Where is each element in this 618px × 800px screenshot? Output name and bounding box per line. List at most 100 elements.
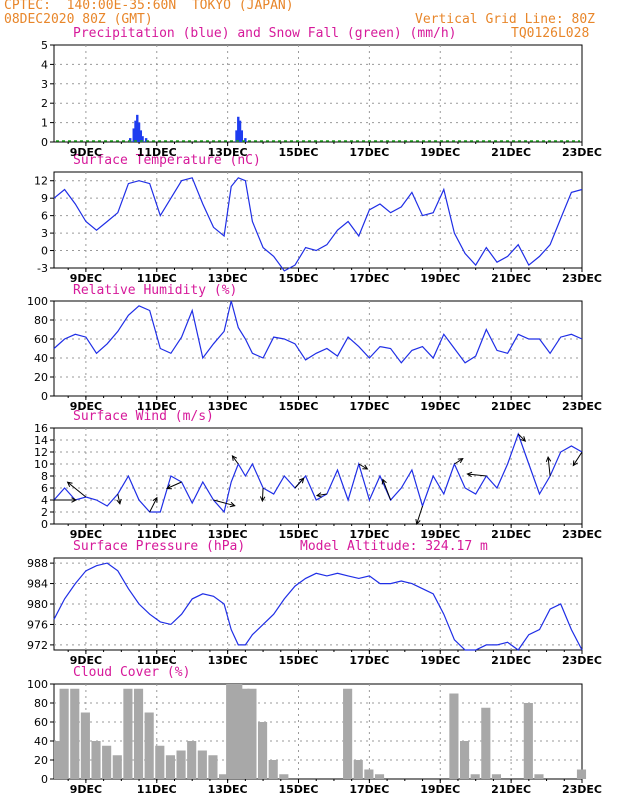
x-tick-label: 17DEC — [349, 783, 389, 796]
x-tick-label: 13DEC — [208, 146, 248, 159]
cloud-bar — [279, 774, 289, 779]
x-tick-label: 9DEC — [70, 272, 102, 285]
x-tick-label: 17DEC — [349, 528, 389, 541]
cloud-bar — [353, 760, 363, 779]
x-tick-label: 13DEC — [208, 528, 248, 541]
x-tick-label: 9DEC — [70, 400, 102, 413]
y-tick-label: 0 — [41, 136, 48, 149]
cloud-bar — [91, 741, 101, 779]
cloud-bar — [133, 688, 144, 779]
wind-arrow-head — [231, 454, 238, 461]
precip-bar — [237, 116, 240, 142]
cloud-bar — [54, 741, 64, 779]
wind-arrow — [213, 499, 235, 507]
x-tick-label: 21DEC — [491, 272, 531, 285]
cloud-bar — [247, 688, 257, 779]
x-tick-label: 19DEC — [420, 272, 460, 285]
x-tick-label: 23DEC — [562, 783, 602, 796]
wind-arrow-head — [229, 501, 236, 508]
x-tick-label: 13DEC — [208, 272, 248, 285]
x-tick-label: 17DEC — [349, 146, 389, 159]
y-tick-label: 2 — [41, 97, 48, 110]
cloud-bar — [80, 712, 90, 779]
x-tick-label: 23DEC — [562, 400, 602, 413]
y-tick-label: 12 — [34, 446, 48, 459]
pressure-title: Surface Pressure (hPa) — [73, 539, 246, 554]
panel-frame — [53, 300, 583, 397]
cloud-bar — [208, 755, 218, 779]
x-tick-label: 15DEC — [278, 654, 318, 667]
precip-bar — [238, 120, 242, 142]
series-line — [53, 300, 583, 364]
precip-bar — [235, 130, 238, 142]
x-tick-label: 21DEC — [491, 654, 531, 667]
cloud-bar — [374, 774, 385, 779]
y-tick-label: 100 — [27, 678, 48, 691]
x-tick-label: 15DEC — [278, 400, 318, 413]
wind-arrow — [416, 505, 424, 525]
y-tick-label: 6 — [41, 482, 48, 495]
x-tick-label: 9DEC — [70, 654, 102, 667]
x-tick-label: 9DEC — [70, 528, 102, 541]
wind-arrow-head — [298, 477, 305, 484]
y-tick-label: 976 — [27, 618, 48, 631]
temperature-title: Surface Temperature (nC) — [73, 153, 261, 168]
precip-bar — [139, 130, 143, 142]
cloud-cover-title: Cloud Cover (%) — [73, 665, 191, 680]
x-tick-label: 11DEC — [137, 654, 177, 667]
wind-title: Surface Wind (m/s) — [73, 409, 214, 424]
cloud-bar — [481, 707, 491, 779]
y-tick-label: 16 — [34, 422, 48, 435]
wind-arrow — [547, 457, 551, 477]
series-line — [53, 177, 583, 272]
cloud-bar — [268, 760, 278, 779]
wind-arrow — [572, 451, 583, 466]
wind-arrow — [166, 481, 182, 489]
y-tick-label: 80 — [34, 314, 48, 327]
y-tick-label: -3 — [37, 262, 48, 275]
x-tick-label: 17DEC — [349, 654, 389, 667]
y-tick-label: 3 — [41, 227, 48, 240]
y-tick-label: 10 — [34, 458, 48, 471]
x-tick-label: 19DEC — [420, 400, 460, 413]
x-tick-label: 13DEC — [208, 783, 248, 796]
wind-arrow-head — [362, 464, 369, 470]
cloud-bar — [534, 774, 544, 779]
wind-arrow — [261, 487, 264, 502]
cloud-bar — [219, 774, 229, 779]
cloud-bar — [257, 722, 268, 779]
cloud-bar — [523, 703, 533, 779]
grid-line-note: Vertical Grid Line: 80Z — [415, 12, 596, 27]
wind-arrow-head — [415, 519, 421, 526]
y-tick-label: 4 — [41, 58, 48, 71]
x-tick-label: 15DEC — [278, 272, 318, 285]
wind-arrow-head — [66, 481, 73, 488]
cloud-bar — [343, 688, 353, 779]
x-tick-label: 21DEC — [491, 400, 531, 413]
wind-arrow — [454, 458, 464, 465]
location-header: CPTEC: 140:00E-35:60N TOKYO (JAPAN) — [4, 0, 294, 13]
run-date-header: 08DEC2020 80Z (GMT) — [4, 12, 153, 27]
wind-arrow-head — [520, 436, 527, 442]
cloud-bar — [240, 688, 250, 779]
precip-bar — [137, 122, 141, 142]
wind-arrow — [316, 493, 327, 497]
series-line — [53, 562, 583, 651]
y-tick-label: 14 — [34, 434, 48, 447]
y-tick-label: 20 — [34, 371, 48, 384]
y-tick-label: 12 — [34, 175, 48, 188]
cloud-bar — [364, 769, 374, 779]
x-tick-label: 23DEC — [562, 272, 602, 285]
y-tick-label: 972 — [27, 639, 48, 652]
wind-arrow-head — [381, 478, 387, 485]
y-tick-label: 8 — [41, 470, 48, 483]
y-tick-label: 4 — [41, 494, 48, 507]
cloud-bar — [491, 774, 502, 779]
wind-arrow — [294, 478, 305, 489]
y-tick-label: 988 — [27, 557, 48, 570]
cloud-bar — [576, 769, 587, 779]
cloud-bar — [70, 688, 80, 779]
wind-arrow — [382, 479, 392, 501]
wind-arrow — [358, 463, 368, 470]
x-tick-label: 19DEC — [420, 528, 460, 541]
